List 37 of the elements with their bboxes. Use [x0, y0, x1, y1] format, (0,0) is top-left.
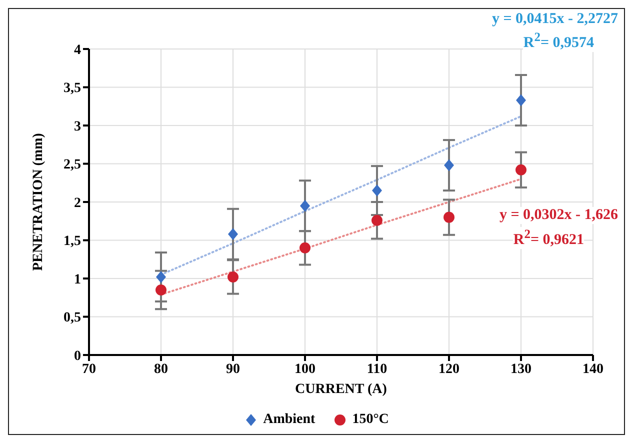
x-tick-label: 140: [582, 362, 604, 377]
x-tick-label: 120: [438, 362, 460, 377]
y-tick-label: 4: [74, 42, 81, 58]
point: [372, 214, 382, 226]
point: [372, 184, 382, 197]
y-axis-title: PENETRATION (mm): [30, 132, 46, 271]
point: [228, 228, 238, 240]
y-tick-label: 3: [74, 119, 81, 134]
x-tick-label: 110: [366, 362, 388, 377]
point: [156, 270, 166, 283]
point: [444, 159, 454, 172]
point: [228, 271, 238, 282]
point: [516, 164, 526, 176]
text: y = 0,0415x - 2,2727: [492, 11, 618, 28]
point: [300, 200, 310, 212]
y-tick-label: 0: [74, 348, 81, 364]
legend-label: Ambient: [262, 412, 316, 428]
y-tick-label: 1: [74, 272, 81, 288]
point: [444, 212, 454, 223]
annotation: y = 0,0302x - 1,626: [499, 207, 618, 224]
point: [516, 94, 526, 106]
y-tick-label: 0,5: [64, 310, 81, 326]
y-tick-label: 1,5: [64, 234, 81, 250]
x-tick-label: 90: [226, 362, 240, 377]
x-tick-label: 100: [294, 362, 316, 377]
x-axis-title: CURRENT (A): [295, 382, 388, 397]
x-tick-label: 70: [82, 362, 96, 377]
legend-label: 150°C: [351, 412, 389, 428]
y-tick-label: 2,5: [64, 158, 81, 173]
x-tick-label: 130: [510, 362, 532, 377]
annotation: R$^{2}$= 0,9574: [523, 30, 594, 52]
annotation: R$^{2}$= 0,9621: [513, 227, 584, 249]
y-tick-label: 3,5: [64, 81, 81, 96]
point: [156, 284, 166, 296]
point: [300, 242, 310, 254]
y-tick-label: 2: [74, 196, 81, 211]
x-tick-label: 80: [154, 362, 168, 377]
